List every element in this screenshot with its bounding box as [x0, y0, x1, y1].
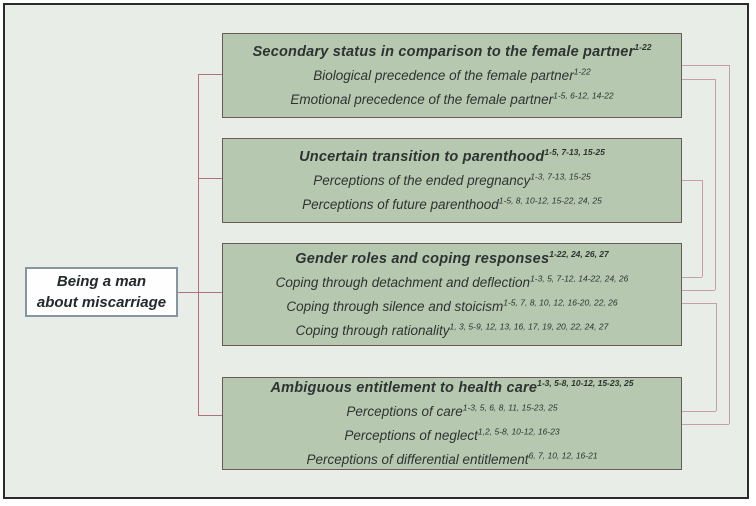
theme-title: Ambiguous entitlement to health care1-3,…	[270, 377, 634, 396]
connector-theme3-theme4-h1	[682, 303, 716, 304]
subtheme-refs: 1-5, 6-12, 14-22	[553, 90, 614, 100]
subtheme-line: Perceptions of care1-3, 5, 6, 8, 11, 15-…	[346, 402, 558, 419]
root-label-line2: about miscarriage	[36, 294, 167, 311]
connector-theme1-theme4-h2	[682, 424, 729, 425]
connector-theme1-theme3-h2	[682, 290, 715, 291]
connector-theme2-theme3-v	[702, 180, 703, 277]
root-box: Being a man about miscarriage	[25, 267, 178, 317]
theme-box-gender-roles: Gender roles and coping responses1-22, 2…	[222, 243, 682, 346]
root-label-line1: Being a man	[56, 273, 147, 290]
theme-title-refs: 1-22, 24, 26, 27	[549, 248, 609, 259]
theme-box-uncertain-transition: Uncertain transition to parenthood1-5, 7…	[222, 138, 682, 223]
connector-theme1-theme3-h1	[682, 79, 715, 80]
subtheme-line: Coping through rationality1, 3, 5-9, 12,…	[295, 321, 609, 338]
subtheme-line: Coping through silence and stoicism1-5, …	[286, 297, 618, 314]
subtheme-line: Perceptions of neglect1,2, 5-8, 10-12, 1…	[344, 426, 560, 443]
theme-title: Secondary status in comparison to the fe…	[252, 41, 652, 60]
subtheme-refs: 1-3, 7-13, 15-25	[530, 171, 591, 181]
subtheme-line: Emotional precedence of the female partn…	[290, 90, 614, 107]
connector-trunk-theme4	[198, 415, 223, 416]
theme-title: Gender roles and coping responses1-22, 2…	[295, 248, 609, 267]
connector-theme3-theme4-h2	[682, 411, 716, 412]
theme-title-refs: 1-3, 5-8, 10-12, 15-23, 25	[537, 377, 634, 388]
theme-title: Uncertain transition to parenthood1-5, 7…	[299, 146, 605, 165]
theme-title-refs: 1-5, 7-13, 15-25	[544, 146, 605, 157]
subtheme-line: Perceptions of differential entitlement6…	[306, 450, 598, 467]
connector-theme3-theme4-v	[716, 303, 717, 411]
theme-box-secondary-status: Secondary status in comparison to the fe…	[222, 33, 682, 118]
connector-trunk-theme2	[198, 178, 223, 179]
connector-theme2-theme3-h1	[682, 180, 702, 181]
connector-theme1-theme4-v	[729, 65, 730, 424]
subtheme-line: Perceptions of the ended pregnancy1-3, 7…	[313, 171, 591, 188]
subtheme-refs: 1, 3, 5-9, 12, 13, 16, 17, 19, 20, 22, 2…	[449, 321, 609, 331]
subtheme-refs: 1,2, 5-8, 10-12, 16-23	[477, 426, 560, 436]
subtheme-line: Perceptions of future parenthood1-5, 8, …	[302, 195, 602, 212]
theme-title-refs: 1-22	[634, 41, 652, 52]
connector-theme1-theme3-v	[715, 79, 716, 290]
connector-root-theme3	[178, 292, 223, 293]
subtheme-refs: 1-3, 5, 6, 8, 11, 15-23, 25	[462, 402, 558, 412]
connector-theme1-theme4-h1	[682, 65, 729, 66]
subtheme-refs: 6, 7, 10, 12, 16-21	[528, 450, 598, 460]
connector-trunk-theme1	[198, 74, 223, 75]
subtheme-line: Coping through detachment and deflection…	[275, 273, 629, 290]
subtheme-refs: 1-5, 8, 10-12, 15-22, 24, 25	[498, 195, 602, 205]
subtheme-refs: 1-22	[573, 66, 591, 76]
subtheme-refs: 1-3, 5, 7-12, 14-22, 24, 26	[530, 273, 629, 283]
connector-left-trunk	[198, 74, 199, 416]
connector-theme2-theme3-h2	[682, 277, 702, 278]
subtheme-refs: 1-5, 7, 8, 10, 12, 16-20, 22, 26	[503, 297, 618, 307]
subtheme-line: Biological precedence of the female part…	[313, 66, 591, 83]
theme-box-ambiguous-entitlement: Ambiguous entitlement to health care1-3,…	[222, 377, 682, 470]
